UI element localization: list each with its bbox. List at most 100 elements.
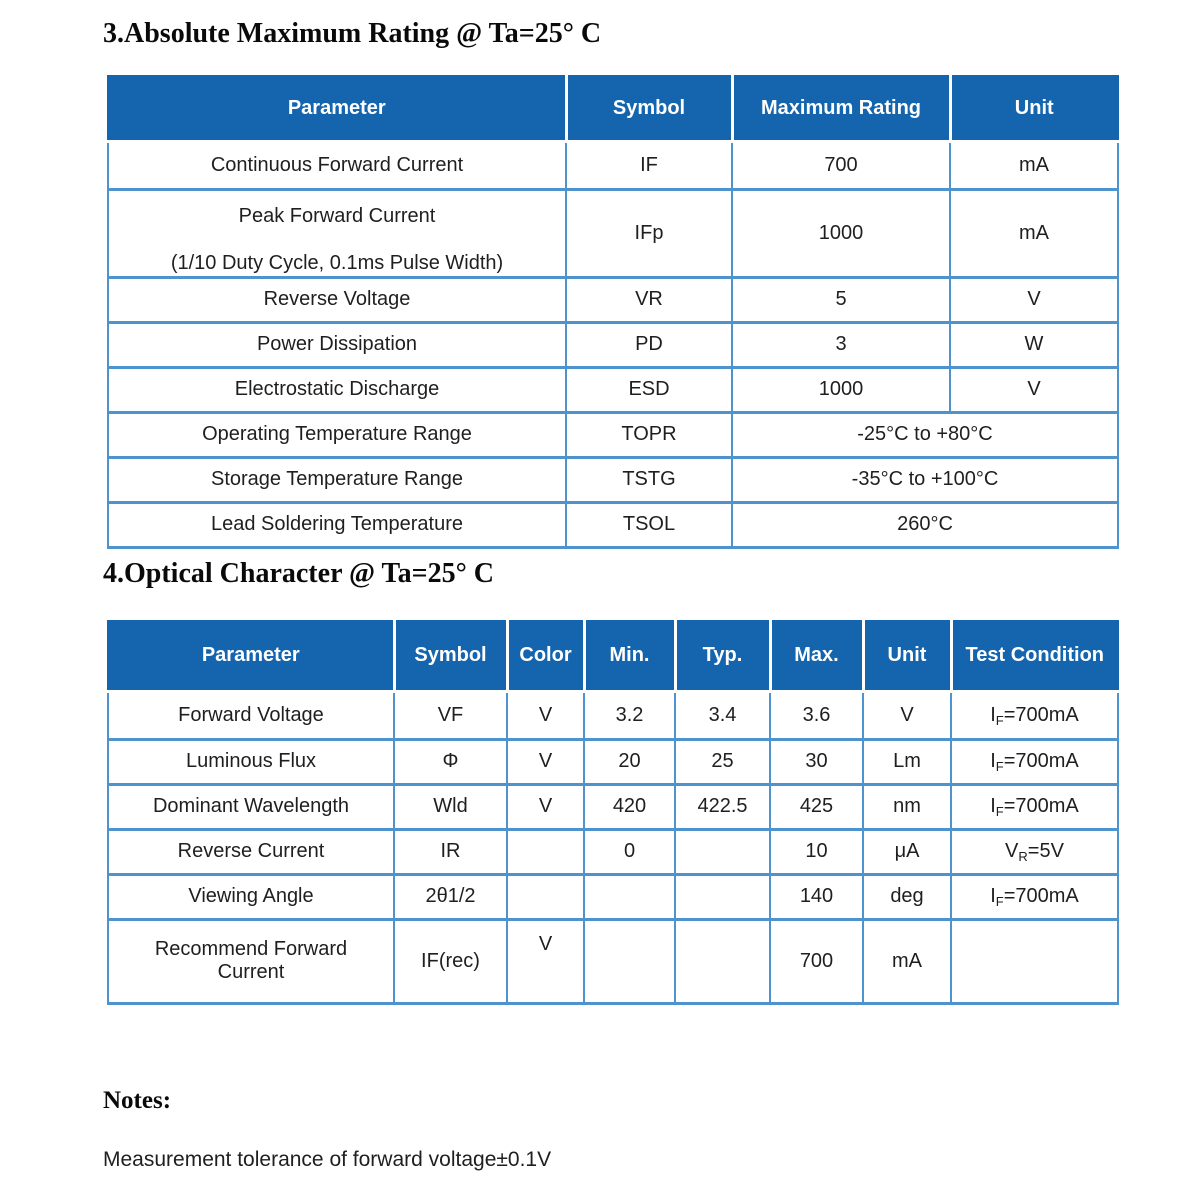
- rating-cell: 1000: [731, 365, 951, 413]
- unit-cell: W: [949, 320, 1119, 368]
- unit-cell: mA: [949, 187, 1119, 278]
- header-maximum-rating: Maximum Rating: [730, 75, 952, 143]
- symbol-cell: 2θ1/2: [393, 872, 508, 920]
- table-row: Recommend Forward Current IF(rec) V 700 …: [107, 917, 1119, 1004]
- parameter-cell: Peak Forward Current (1/10 Duty Cycle, 0…: [107, 187, 567, 278]
- table-row: Forward Voltage VF V 3.2 3.4 3.6 V IF=70…: [107, 689, 1119, 740]
- header-typ: Typ.: [673, 620, 772, 693]
- unit-cell: μA: [862, 827, 952, 875]
- parameter-main-text: Peak Forward Current: [238, 204, 436, 227]
- absolute-maximum-rating-table: Parameter Symbol Maximum Rating Unit Con…: [107, 75, 1119, 549]
- table-row: Storage Temperature Range TSTG -35°C to …: [107, 455, 1119, 503]
- max-cell: 3.6: [769, 689, 864, 740]
- symbol-cell: TOPR: [565, 410, 733, 458]
- parameter-cell: Operating Temperature Range: [107, 410, 567, 458]
- symbol-cell: TSOL: [565, 500, 733, 548]
- rating-cell: 1000: [731, 187, 951, 278]
- parameter-cell: Luminous Flux: [107, 737, 395, 785]
- symbol-cell: TSTG: [565, 455, 733, 503]
- color-cell: V: [506, 737, 585, 785]
- parameter-cell: Reverse Voltage: [107, 275, 567, 323]
- min-cell: [583, 917, 676, 1004]
- typ-cell: 422.5: [674, 782, 771, 830]
- color-cell: V: [506, 917, 585, 1004]
- test-condition-cell: IF=700mA: [950, 689, 1119, 740]
- rating-span-cell: -25°C to +80°C: [731, 410, 1119, 458]
- test-condition-cell: VR=5V: [950, 827, 1119, 875]
- max-cell: 10: [769, 827, 864, 875]
- header-test-condition: Test Condition: [949, 620, 1119, 693]
- parameter-note-text: (1/10 Duty Cycle, 0.1ms Pulse Width): [170, 251, 504, 274]
- typ-cell: [674, 917, 771, 1004]
- max-cell: 425: [769, 782, 864, 830]
- min-cell: 3.2: [583, 689, 676, 740]
- symbol-cell: IFp: [565, 187, 733, 278]
- table-header-row: Parameter Symbol Maximum Rating Unit: [107, 75, 1119, 143]
- min-cell: 420: [583, 782, 676, 830]
- test-condition-cell: IF=700mA: [950, 872, 1119, 920]
- table-row: Electrostatic Discharge ESD 1000 V: [107, 365, 1119, 413]
- unit-cell: V: [949, 275, 1119, 323]
- symbol-cell: PD: [565, 320, 733, 368]
- section-4-title: 4.Optical Character @ Ta=25° C: [103, 558, 495, 589]
- parameter-cell: Recommend Forward Current: [107, 917, 395, 1004]
- header-parameter: Parameter: [107, 620, 396, 693]
- min-cell: [583, 872, 676, 920]
- parameter-cell: Forward Voltage: [107, 689, 395, 740]
- notes-title: Notes:: [103, 1087, 172, 1114]
- color-cell: V: [506, 689, 585, 740]
- table-row: Continuous Forward Current IF 700 mA: [107, 139, 1119, 190]
- symbol-cell: Wld: [393, 782, 508, 830]
- table-row: Reverse Voltage VR 5 V: [107, 275, 1119, 323]
- header-symbol: Symbol: [564, 75, 734, 143]
- table-row: Lead Soldering Temperature TSOL 260°C: [107, 500, 1119, 548]
- rating-cell: 5: [731, 275, 951, 323]
- parameter-cell: Electrostatic Discharge: [107, 365, 567, 413]
- parameter-cell: Reverse Current: [107, 827, 395, 875]
- max-cell: 140: [769, 872, 864, 920]
- typ-cell: 3.4: [674, 689, 771, 740]
- unit-cell: mA: [862, 917, 952, 1004]
- symbol-cell: IF: [565, 139, 733, 190]
- table-row: Reverse Current IR 0 10 μA VR=5V: [107, 827, 1119, 875]
- unit-cell: V: [949, 365, 1119, 413]
- symbol-cell: VR: [565, 275, 733, 323]
- header-unit: Unit: [948, 75, 1119, 143]
- table-header-row: Parameter Symbol Color Min. Typ. Max. Un…: [107, 620, 1119, 693]
- symbol-cell: ESD: [565, 365, 733, 413]
- parameter-cell: Storage Temperature Range: [107, 455, 567, 503]
- table-row: Power Dissipation PD 3 W: [107, 320, 1119, 368]
- symbol-cell: VF: [393, 689, 508, 740]
- color-cell: [506, 872, 585, 920]
- typ-cell: [674, 827, 771, 875]
- header-max: Max.: [768, 620, 865, 693]
- symbol-cell: Φ: [393, 737, 508, 785]
- test-condition-cell: IF=700mA: [950, 737, 1119, 785]
- parameter-cell: Continuous Forward Current: [107, 139, 567, 190]
- min-cell: 0: [583, 827, 676, 875]
- parameter-cell: Lead Soldering Temperature: [107, 500, 567, 548]
- header-color: Color: [505, 620, 586, 693]
- parameter-cell: Power Dissipation: [107, 320, 567, 368]
- symbol-cell: IF(rec): [393, 917, 508, 1004]
- color-cell: V: [506, 782, 585, 830]
- table-row: Peak Forward Current (1/10 Duty Cycle, 0…: [107, 187, 1119, 278]
- notes-body-text: Measurement tolerance of forward voltage…: [103, 1148, 552, 1171]
- header-unit: Unit: [861, 620, 953, 693]
- unit-cell: mA: [949, 139, 1119, 190]
- table-row: Luminous Flux Φ V 20 25 30 Lm IF=700mA: [107, 737, 1119, 785]
- rating-span-cell: -35°C to +100°C: [731, 455, 1119, 503]
- table-row: Operating Temperature Range TOPR -25°C t…: [107, 410, 1119, 458]
- header-symbol: Symbol: [392, 620, 509, 693]
- typ-cell: [674, 872, 771, 920]
- unit-cell: deg: [862, 872, 952, 920]
- test-condition-cell: [950, 917, 1119, 1004]
- rating-cell: 3: [731, 320, 951, 368]
- max-cell: 30: [769, 737, 864, 785]
- color-cell: [506, 827, 585, 875]
- section-3-title: 3.Absolute Maximum Rating @ Ta=25° C: [103, 18, 602, 49]
- rating-span-cell: 260°C: [731, 500, 1119, 548]
- unit-cell: V: [862, 689, 952, 740]
- parameter-cell: Dominant Wavelength: [107, 782, 395, 830]
- rating-cell: 700: [731, 139, 951, 190]
